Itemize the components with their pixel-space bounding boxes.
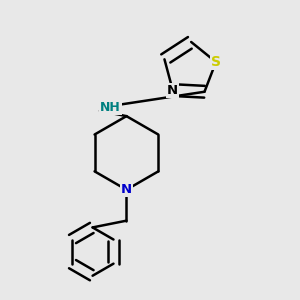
Text: N: N: [167, 84, 178, 97]
Text: S: S: [211, 55, 221, 69]
Text: NH: NH: [100, 101, 121, 114]
Text: N: N: [121, 183, 132, 196]
